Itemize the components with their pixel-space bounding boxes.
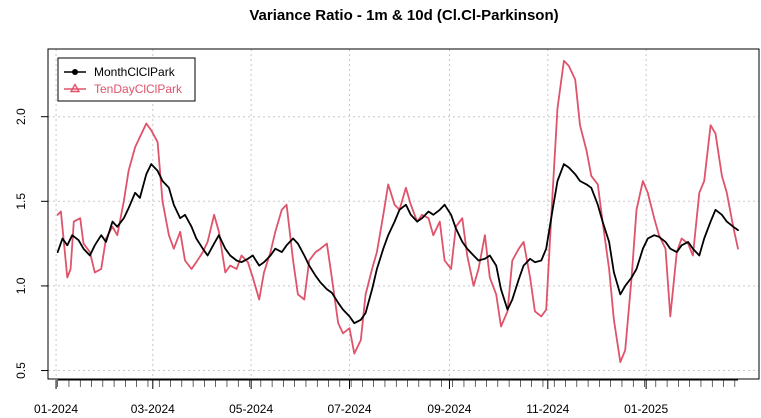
series-line-tenday [56, 59, 739, 364]
plot-frame [47, 48, 760, 380]
x-tick-label: 11-2024 [526, 402, 569, 416]
series-lines [56, 59, 739, 364]
y-tick-label: 1.5 [14, 193, 28, 210]
chart-title: Variance Ratio - 1m & 10d (Cl.Cl-Parkins… [249, 7, 558, 24]
series-line-month [56, 163, 739, 325]
y-tick-label: 2.0 [14, 108, 28, 125]
legend-label-tenday: TenDayClClPark [94, 82, 183, 96]
x-tick-label: 07-2024 [327, 402, 371, 416]
legend-box [57, 57, 196, 102]
y-tick-label: 1.0 [14, 277, 28, 294]
legend-marker-tenday [69, 83, 81, 93]
legend-marker-month [72, 69, 78, 75]
legend-label-month: MonthClClPark [94, 65, 176, 79]
grid [48, 49, 759, 379]
x-tick-label: 03-2024 [131, 402, 175, 416]
axes: 0.5 1.0 1.5 2.0 01-2024 03-2024 05-2024 07-2024… [14, 108, 739, 416]
x-tick-label: 05-2024 [229, 402, 273, 416]
x-tick-label: 01-2025 [624, 402, 668, 416]
x-tick-label: 09-2024 [427, 402, 471, 416]
y-tick-label: 0.5 [14, 362, 28, 379]
x-tick-label: 01-2024 [34, 402, 78, 416]
legend: MonthClClPark TenDayClClPark [57, 57, 196, 102]
